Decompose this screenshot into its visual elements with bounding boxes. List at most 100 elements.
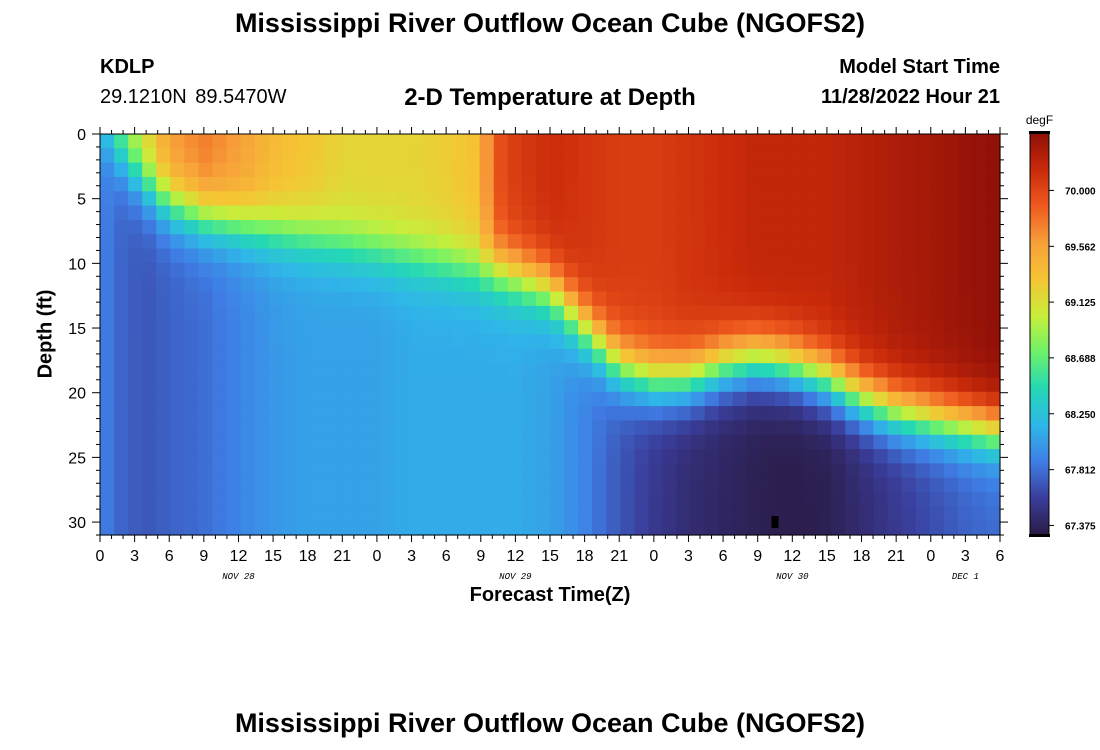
heatmap-cell xyxy=(212,477,228,493)
heatmap-cell xyxy=(859,134,875,149)
heatmap-cell xyxy=(100,305,115,321)
heatmap-cell xyxy=(943,234,959,250)
heatmap-cell xyxy=(789,191,804,207)
heatmap-cell xyxy=(985,277,1001,293)
heatmap-cell xyxy=(282,191,298,207)
heatmap-cell xyxy=(409,320,425,336)
heatmap-cell xyxy=(240,219,256,235)
heatmap-cell xyxy=(789,477,804,493)
heatmap-cell xyxy=(718,176,734,192)
heatmap-cell xyxy=(690,234,706,250)
heatmap-cell xyxy=(296,320,312,336)
heatmap-cell xyxy=(859,234,875,250)
heatmap-cell xyxy=(156,291,171,307)
heatmap-cell xyxy=(648,434,664,450)
heatmap-cell xyxy=(803,191,818,207)
heatmap-cell xyxy=(789,277,804,293)
heatmap-cell xyxy=(676,234,692,250)
heatmap-cell xyxy=(451,420,467,436)
heatmap-cell xyxy=(184,176,200,192)
heatmap-cell xyxy=(395,134,410,149)
heatmap-cell xyxy=(254,234,270,250)
heatmap-cell xyxy=(704,219,720,235)
heatmap-cell xyxy=(381,148,396,164)
heatmap-cell xyxy=(957,134,973,149)
heatmap-cell xyxy=(859,520,875,536)
heatmap-cell xyxy=(465,134,481,149)
heatmap-cell xyxy=(325,134,340,149)
heatmap-cell xyxy=(985,320,1001,336)
heatmap-cell xyxy=(226,391,242,407)
heatmap-cell xyxy=(535,420,551,436)
heatmap-cell xyxy=(268,363,284,379)
heatmap-cell xyxy=(662,148,678,164)
heatmap-cell xyxy=(268,520,284,536)
heatmap-cell xyxy=(817,262,832,278)
heatmap-cell xyxy=(268,234,284,250)
heatmap-cell xyxy=(550,219,565,235)
heatmap-cell xyxy=(887,176,903,192)
heatmap-cell xyxy=(100,449,115,464)
heatmap-cell xyxy=(746,191,762,207)
heatmap-cell xyxy=(240,248,256,264)
heatmap-cell xyxy=(606,434,621,450)
heatmap-cell xyxy=(156,277,171,293)
heatmap-cell xyxy=(789,148,804,164)
heatmap-cell xyxy=(873,234,889,250)
x-tick-label: 0 xyxy=(649,548,658,565)
heatmap-cell xyxy=(535,219,551,235)
heatmap-cell xyxy=(915,219,931,235)
heatmap-cell xyxy=(676,391,692,407)
heatmap-cell xyxy=(592,434,607,450)
heatmap-cell xyxy=(395,463,410,479)
heatmap-cell xyxy=(845,449,860,464)
heatmap-cell xyxy=(648,449,664,464)
heatmap-cell xyxy=(817,234,832,250)
heatmap-cell xyxy=(676,334,692,350)
heatmap-cell xyxy=(760,434,776,450)
heatmap-cell xyxy=(184,406,200,422)
heatmap-cell xyxy=(465,506,481,522)
heatmap-cell xyxy=(817,162,832,178)
heatmap-cell xyxy=(971,262,987,278)
heatmap-cell xyxy=(465,176,481,192)
heatmap-cell xyxy=(760,205,776,221)
heatmap-cell xyxy=(100,377,115,393)
heatmap-cell xyxy=(746,477,762,493)
heatmap-cell xyxy=(831,449,846,464)
heatmap-cell xyxy=(676,348,692,364)
heatmap-cell xyxy=(493,377,509,393)
heatmap-cell xyxy=(282,348,298,364)
heatmap-cell xyxy=(957,391,973,407)
heatmap-cell xyxy=(915,520,931,536)
heatmap-cell xyxy=(831,262,846,278)
heatmap-cell xyxy=(550,463,565,479)
heatmap-cell xyxy=(634,205,650,221)
heatmap-cell xyxy=(662,463,678,479)
heatmap-cell xyxy=(915,477,931,493)
heatmap-cell xyxy=(746,463,762,479)
heatmap-cell xyxy=(985,377,1001,393)
heatmap-cell xyxy=(578,420,593,436)
heatmap-cell xyxy=(943,248,959,264)
heatmap-cell xyxy=(353,492,368,507)
heatmap-cell xyxy=(943,377,959,393)
heatmap-cell xyxy=(817,449,832,464)
heatmap-cell xyxy=(465,434,481,450)
heatmap-cell xyxy=(718,234,734,250)
heatmap-cell xyxy=(873,334,889,350)
heatmap-cell xyxy=(831,291,846,307)
heatmap-cell xyxy=(100,205,115,221)
heatmap-cell xyxy=(254,434,270,450)
heatmap-cell xyxy=(578,434,593,450)
heatmap-cell xyxy=(521,305,537,321)
heatmap-cell xyxy=(367,334,382,350)
heatmap-cell xyxy=(746,492,762,507)
heatmap-cell xyxy=(493,334,509,350)
heatmap-cell xyxy=(184,191,200,207)
heatmap-cell xyxy=(114,420,129,436)
heatmap-cell xyxy=(198,176,214,192)
heatmap-cell xyxy=(535,291,551,307)
heatmap-cell xyxy=(339,520,354,536)
heatmap-cell xyxy=(718,391,734,407)
